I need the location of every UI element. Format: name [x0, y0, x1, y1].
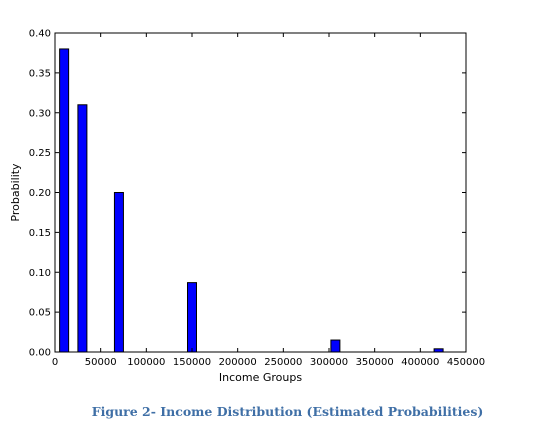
bar-1	[77, 104, 88, 353]
x-tick-label-0: 0	[52, 357, 58, 368]
x-tick-label-5: 250000	[264, 357, 302, 368]
y-tick-label-1: 0.05	[29, 308, 51, 319]
bars-layer	[59, 48, 444, 353]
y-tick-label-7: 0.35	[29, 68, 51, 79]
x-tick-label-6: 300000	[310, 357, 348, 368]
x-tick-label-9: 450000	[447, 357, 485, 368]
x-tick-label-7: 350000	[356, 357, 394, 368]
y-tick-label-5: 0.25	[29, 148, 51, 159]
y-tick-label-4: 0.20	[29, 188, 51, 199]
x-tick-label-3: 150000	[173, 357, 211, 368]
y-tick-label-8: 0.40	[29, 29, 51, 40]
bar-3	[187, 282, 197, 353]
ticks-layer	[54, 32, 467, 353]
x-tick-label-4: 200000	[219, 357, 257, 368]
bar-2	[113, 192, 124, 353]
y-axis-title: Probability	[9, 163, 22, 222]
bar-4	[330, 339, 341, 353]
x-tick-label-8: 400000	[401, 357, 439, 368]
y-tick-label-2: 0.10	[29, 268, 51, 279]
y-tick-label-3: 0.15	[29, 228, 51, 239]
x-axis-title: Income Groups	[219, 371, 302, 384]
x-tick-label-1: 50000	[85, 357, 117, 368]
y-tick-label-6: 0.30	[29, 108, 51, 119]
bar-0	[59, 48, 70, 353]
y-tick-label-0: 0.00	[29, 348, 51, 359]
x-tick-label-2: 100000	[127, 357, 165, 368]
figure-caption: Figure 2- Income Distribution (Estimated…	[91, 404, 484, 419]
tick-labels-layer: 0 50000 100000 150000 200000 250000 300000 3500…	[29, 29, 485, 369]
